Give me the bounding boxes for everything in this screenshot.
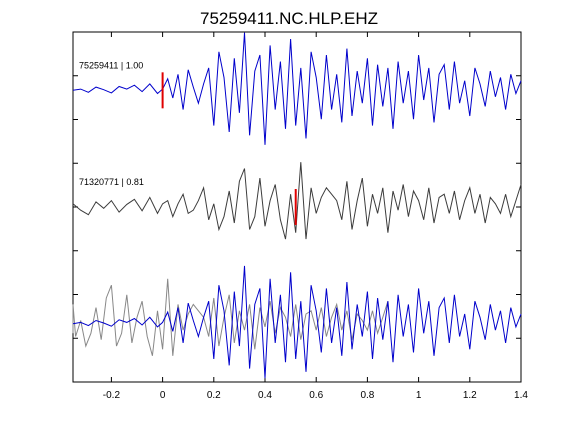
x-axis: -0.2 0 0.2 0.4 0.6 0.8 1 1.2 1.4 — [103, 32, 528, 401]
x-tick-label: 0.8 — [360, 390, 374, 401]
trace-line — [72, 162, 522, 240]
trace-label: 75259411 | 1.00 — [79, 60, 143, 70]
x-tick-label: 0 — [160, 390, 166, 401]
x-tick-label: 1.2 — [463, 390, 477, 401]
traces: 75259411 | 1.00 71320771 | 0.81 — [72, 32, 522, 379]
x-tick-label: 0.6 — [309, 390, 323, 401]
plot-frame — [72, 31, 522, 383]
x-tick-label: 1.4 — [514, 390, 528, 401]
trace-label: 71320771 | 0.81 — [79, 177, 144, 187]
y-axis — [73, 75, 521, 339]
chart-title: 75259411.NC.HLP.EHZ — [200, 9, 378, 28]
x-tick-label: 0.4 — [258, 390, 272, 401]
x-tick-label: 1 — [416, 390, 422, 401]
overlay-trace-line — [72, 265, 522, 379]
trace-line — [72, 32, 522, 145]
x-tick-label: 0.2 — [207, 390, 221, 401]
x-tick-label: -0.2 — [103, 390, 121, 401]
